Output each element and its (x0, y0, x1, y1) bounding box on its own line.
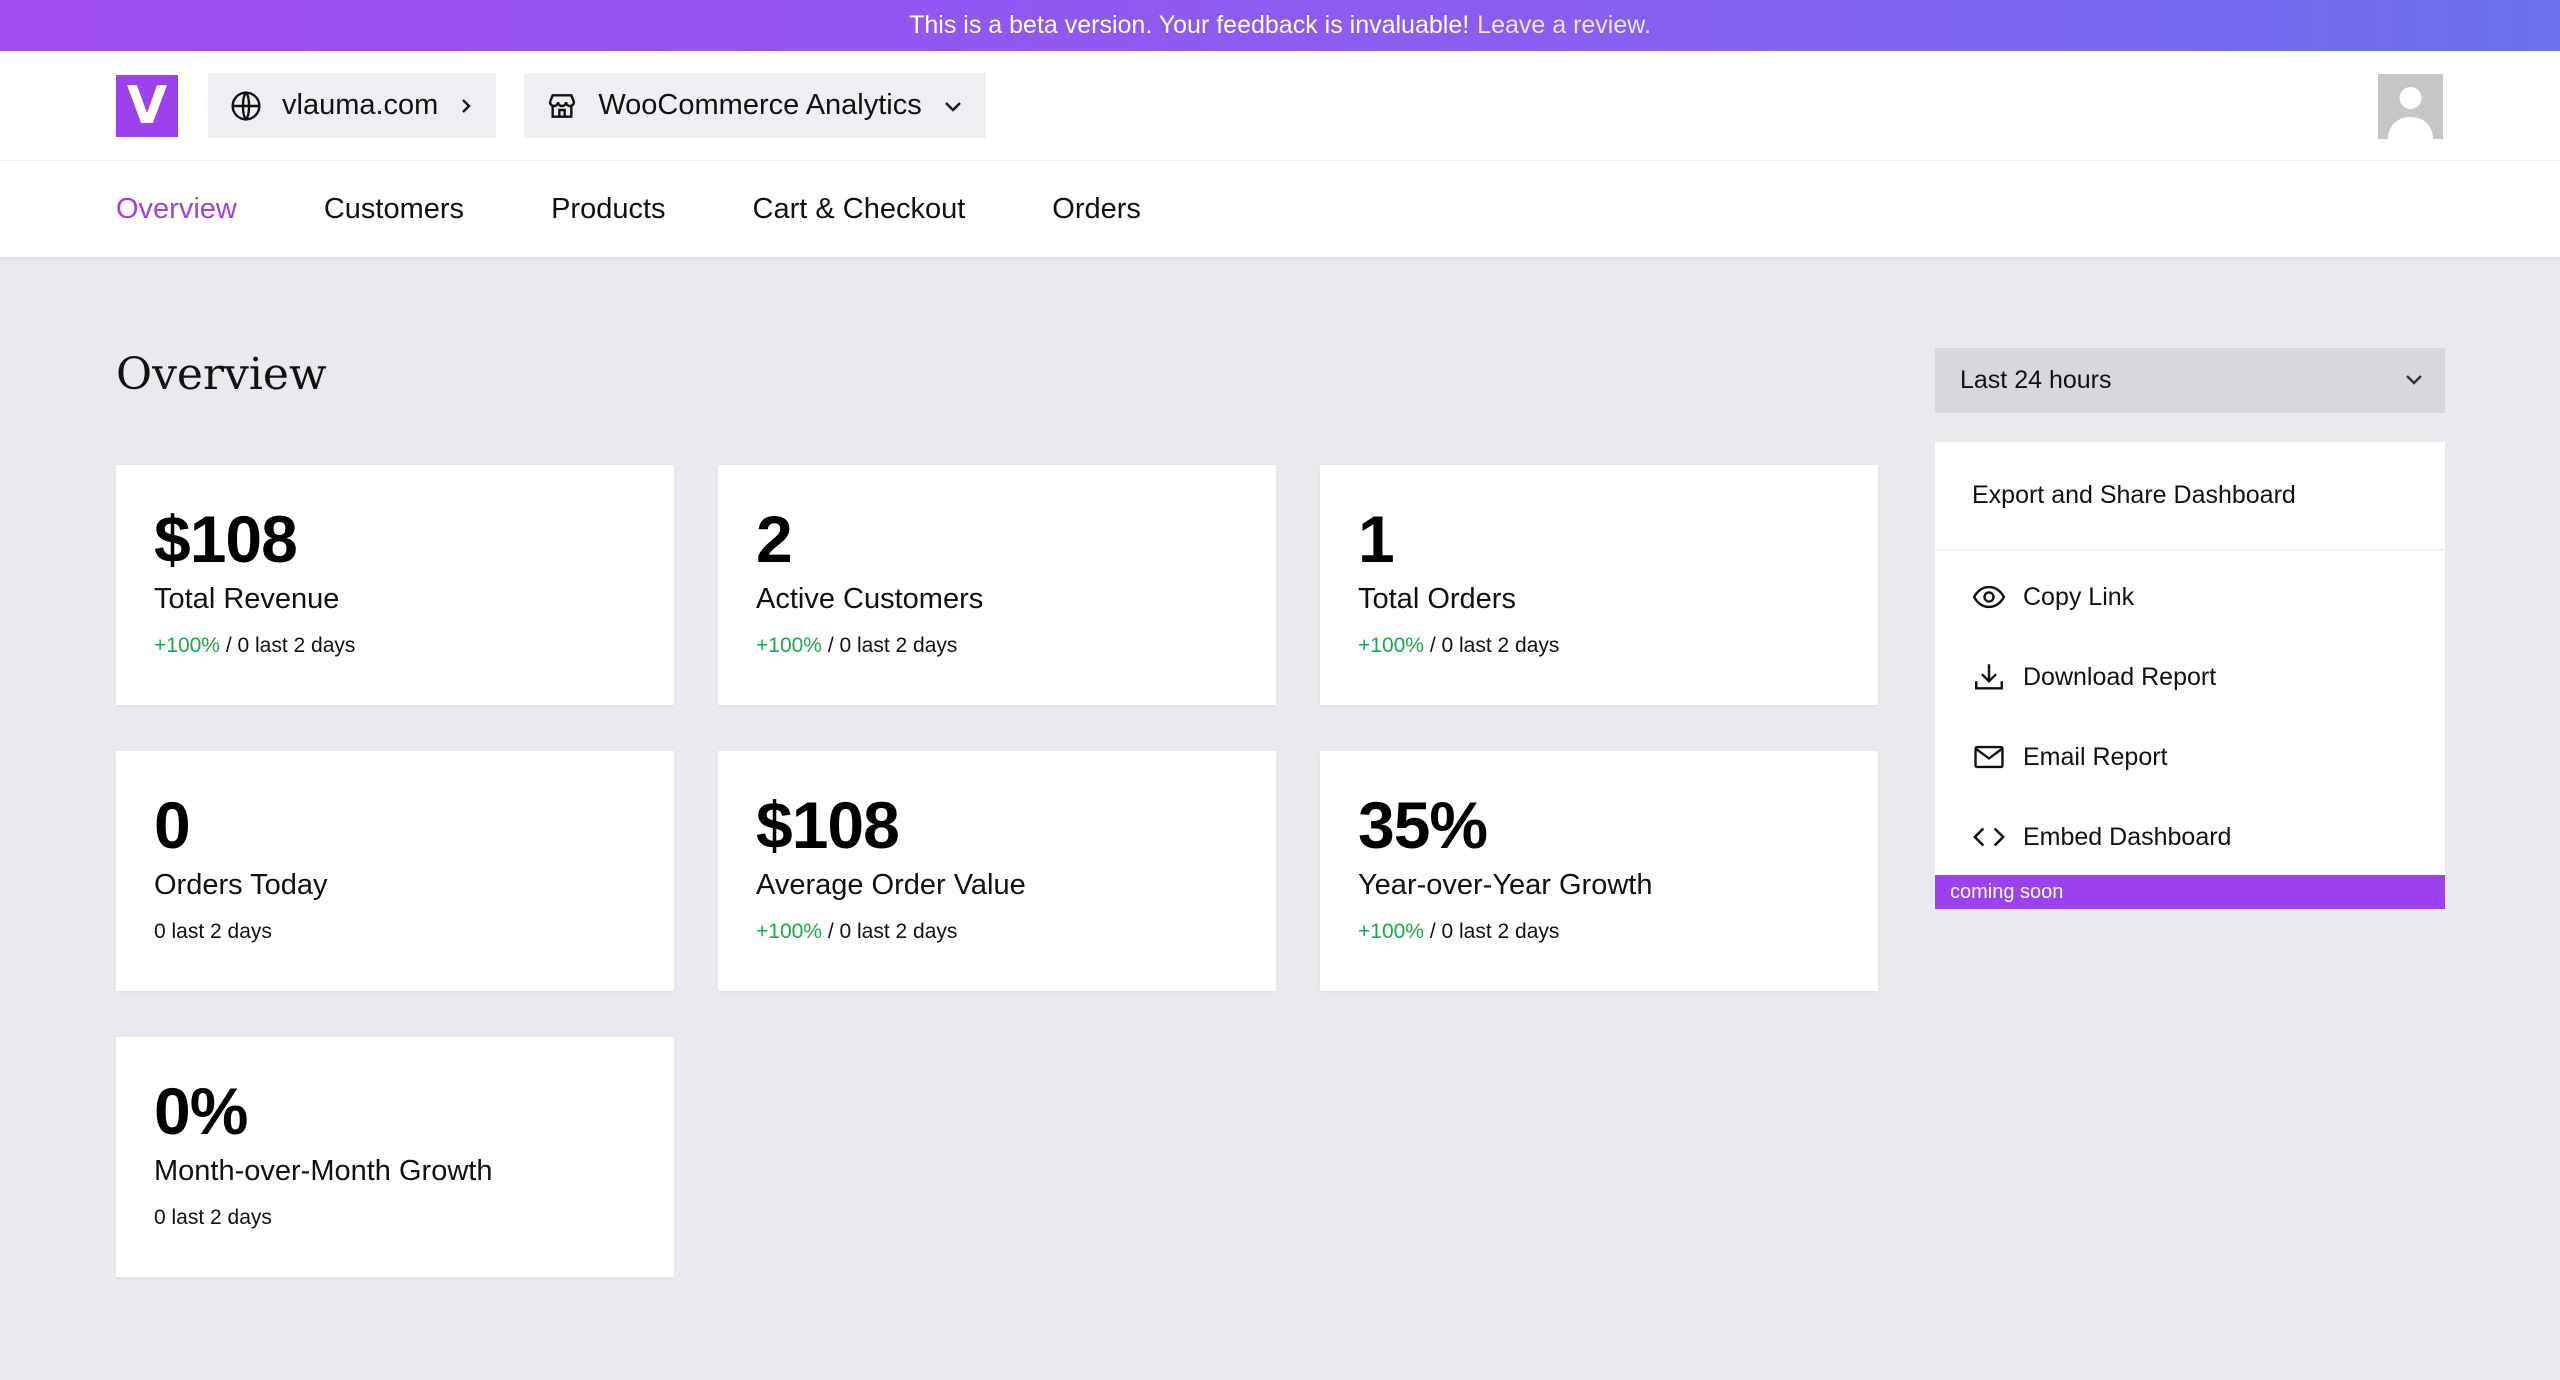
metric-card-active-customers: 2 Active Customers +100% / 0 last 2 days (718, 465, 1276, 705)
embed-dashboard-button[interactable]: Embed Dashboard (1935, 797, 2445, 877)
metric-delta: 0 last 2 days (154, 1206, 674, 1230)
download-report-label: Download Report (2023, 662, 2217, 691)
metric-label: Year-over-Year Growth (1358, 869, 1653, 901)
metric-delta: +100% / 0 last 2 days (1358, 634, 1878, 658)
metric-label: Total Revenue (154, 583, 340, 615)
beta-banner-text: This is a beta version. Your feedback is… (909, 11, 1470, 39)
metric-card-yoy-growth: 35% Year-over-Year Growth +100% / 0 last… (1320, 751, 1878, 991)
tab-customers[interactable]: Customers (323, 192, 465, 225)
metric-card-mom-growth: 0% Month-over-Month Growth 0 last 2 days (116, 1037, 674, 1277)
metric-delta-text: 0 last 2 days (154, 920, 272, 943)
page-title: Overview (116, 349, 327, 400)
top-bar: V vlauma.com WooCommerce Analytics (0, 51, 2560, 161)
metric-label: Total Orders (1358, 583, 1516, 615)
metric-delta-text: / 0 last 2 days (821, 920, 958, 943)
metric-value: 0% (154, 1074, 248, 1148)
app-logo[interactable]: V (116, 74, 178, 137)
leave-review-link[interactable]: Leave a review. (1477, 11, 1651, 39)
email-report-label: Email Report (2023, 742, 2168, 771)
metric-delta-pct: +100% (154, 634, 220, 657)
chevron-down-icon (944, 101, 961, 112)
metric-delta-text: / 0 last 2 days (219, 634, 356, 657)
metric-card-average-order-value: $108 Average Order Value +100% / 0 last … (718, 751, 1276, 991)
export-share-list: Copy Link Download Report Email Report E… (1935, 551, 2445, 877)
metric-delta-text: / 0 last 2 days (821, 634, 958, 657)
metric-value: 1 (1358, 502, 1395, 576)
main-content: Overview $108 Total Revenue +100% / 0 la… (0, 257, 2560, 1380)
metric-delta-pct: +100% (1358, 634, 1424, 657)
mail-icon (1974, 745, 2004, 769)
metric-card-orders-today: 0 Orders Today 0 last 2 days (116, 751, 674, 991)
metric-delta-pct: +100% (1358, 920, 1424, 943)
embed-dashboard-label: Embed Dashboard (2023, 822, 2232, 851)
export-share-panel: Export and Share Dashboard Copy Link Dow… (1935, 442, 2445, 909)
tab-overview[interactable]: Overview (116, 192, 237, 225)
user-avatar[interactable] (2378, 74, 2443, 139)
analytics-selector[interactable]: WooCommerce Analytics (524, 73, 986, 138)
eye-icon (1972, 585, 2006, 609)
metric-label: Month-over-Month Growth (154, 1155, 493, 1187)
main-nav: Overview Customers Products Cart & Check… (0, 161, 2560, 257)
export-share-title: Export and Share Dashboard (1935, 442, 2445, 551)
metric-delta: +100% / 0 last 2 days (154, 634, 674, 658)
metric-delta: +100% / 0 last 2 days (756, 920, 1276, 944)
metric-value: 35% (1358, 788, 1488, 862)
metric-label: Average Order Value (756, 869, 1026, 901)
date-range-label: Last 24 hours (1960, 366, 2112, 394)
date-range-select[interactable]: Last 24 hours (1935, 348, 2445, 413)
download-icon (1975, 664, 2003, 690)
metric-label: Orders Today (154, 869, 328, 901)
copy-link-button[interactable]: Copy Link (1935, 557, 2445, 637)
store-icon (549, 93, 576, 118)
metric-delta-pct: +100% (756, 920, 822, 943)
tab-orders[interactable]: Orders (1052, 192, 1141, 225)
metric-delta-text: / 0 last 2 days (1423, 920, 1560, 943)
analytics-label: WooCommerce Analytics (598, 89, 922, 121)
chevron-down-icon (2406, 375, 2422, 385)
metric-delta: 0 last 2 days (154, 920, 674, 944)
metric-label: Active Customers (756, 583, 984, 615)
user-icon (2388, 87, 2433, 139)
tab-cart-checkout[interactable]: Cart & Checkout (752, 192, 966, 225)
metric-delta: +100% / 0 last 2 days (756, 634, 1276, 658)
chevron-right-icon (462, 98, 472, 113)
site-selector[interactable]: vlauma.com (208, 73, 497, 138)
copy-link-label: Copy Link (2023, 582, 2135, 611)
coming-soon-badge: coming soon (1935, 875, 2445, 909)
email-report-button[interactable]: Email Report (1935, 717, 2445, 797)
tab-products[interactable]: Products (551, 192, 666, 225)
metric-value: $108 (154, 502, 298, 576)
download-report-button[interactable]: Download Report (1935, 637, 2445, 717)
code-icon (1973, 827, 2005, 847)
site-label: vlauma.com (282, 89, 439, 121)
metric-card-total-orders: 1 Total Orders +100% / 0 last 2 days (1320, 465, 1878, 705)
metric-delta-text: / 0 last 2 days (1423, 634, 1560, 657)
metric-delta-text: 0 last 2 days (154, 1206, 272, 1229)
beta-banner: This is a beta version. Your feedback is… (0, 0, 2560, 51)
metric-value: $108 (756, 788, 900, 862)
metric-value: 0 (154, 788, 191, 862)
metric-value: 2 (756, 502, 793, 576)
metric-delta-pct: +100% (756, 634, 822, 657)
metric-delta: +100% / 0 last 2 days (1358, 920, 1878, 944)
metric-card-total-revenue: $108 Total Revenue +100% / 0 last 2 days (116, 465, 674, 705)
globe-icon (231, 90, 261, 121)
